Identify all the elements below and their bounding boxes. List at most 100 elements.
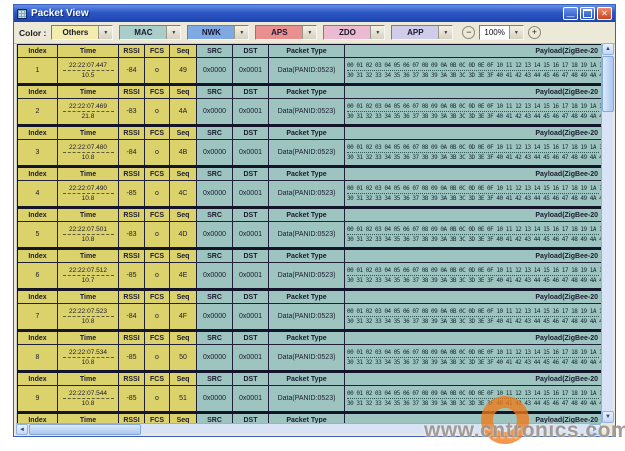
cell-seq[interactable]: 4A	[170, 99, 196, 124]
cell-index[interactable]: 2	[18, 99, 57, 124]
packet-block[interactable]: Index Time RSSI FCS Seq SRC DST Packet T…	[17, 331, 601, 372]
cell-src[interactable]: 0x0000	[197, 386, 232, 411]
cell-payload[interactable]: 00 01 02 03 04 05 06 07 08 09 0A 0B 0C 0…	[345, 58, 601, 83]
cell-time[interactable]: 22:22:07.490 10.8	[58, 181, 118, 206]
title-bar[interactable]: Packet View — ✕	[14, 5, 615, 22]
cell-dst[interactable]: 0x0001	[233, 140, 268, 165]
cell-index[interactable]: 5	[18, 222, 57, 247]
cell-time[interactable]: 22:22:07.523 10.8	[58, 304, 118, 329]
horizontal-scrollbar[interactable]: ◄ ►	[16, 423, 601, 435]
cell-rssi[interactable]: -84	[119, 304, 144, 329]
cell-rssi[interactable]: -83	[119, 99, 144, 124]
cell-packet-type[interactable]: Data(PANID:0523)	[269, 304, 344, 329]
cell-packet-type[interactable]: Data(PANID:0523)	[269, 140, 344, 165]
cell-time[interactable]: 22:22:07.512 10.7	[58, 263, 118, 288]
cell-payload[interactable]: 00 01 02 03 04 05 06 07 08 09 0A 0B 0C 0…	[345, 386, 601, 411]
cell-time[interactable]: 22:22:07.501 10.8	[58, 222, 118, 247]
filter-nwk[interactable]: NWK ▼	[187, 25, 250, 40]
cell-seq[interactable]: 4D	[170, 222, 196, 247]
cell-rssi[interactable]: -85	[119, 263, 144, 288]
cell-packet-type[interactable]: Data(PANID:0523)	[269, 99, 344, 124]
cell-src[interactable]: 0x0000	[197, 263, 232, 288]
packet-block[interactable]: Index Time RSSI FCS Seq SRC DST Packet T…	[17, 290, 601, 331]
cell-rssi[interactable]: -85	[119, 386, 144, 411]
minimize-button[interactable]: —	[563, 7, 578, 20]
filter-others[interactable]: Others ▼	[51, 25, 114, 40]
packet-block[interactable]: Index Time RSSI FCS Seq SRC DST Packet T…	[17, 85, 601, 126]
cell-payload[interactable]: 00 01 02 03 04 05 06 07 08 09 0A 0B 0C 0…	[345, 99, 601, 124]
cell-src[interactable]: 0x0000	[197, 99, 232, 124]
chevron-down-icon[interactable]: ▼	[98, 26, 113, 39]
cell-payload[interactable]: 00 01 02 03 04 05 06 07 08 09 0A 0B 0C 0…	[345, 345, 601, 370]
vertical-scrollbar[interactable]: ▲ ▼	[601, 43, 614, 423]
packet-block[interactable]: Index Time RSSI FCS Seq SRC DST Packet T…	[17, 44, 601, 85]
zoom-out-button[interactable]: −	[462, 26, 476, 39]
cell-seq[interactable]: 51	[170, 386, 196, 411]
cell-src[interactable]: 0x0000	[197, 58, 232, 83]
cell-fcs[interactable]: o	[145, 345, 169, 370]
filter-mac[interactable]: MAC ▼	[119, 25, 182, 40]
cell-packet-type[interactable]: Data(PANID:0523)	[269, 386, 344, 411]
cell-fcs[interactable]: o	[145, 263, 169, 288]
horizontal-scroll-thumb[interactable]	[29, 424, 141, 435]
cell-dst[interactable]: 0x0001	[233, 386, 268, 411]
cell-index[interactable]: 3	[18, 140, 57, 165]
cell-dst[interactable]: 0x0001	[233, 181, 268, 206]
cell-fcs[interactable]: o	[145, 58, 169, 83]
cell-rssi[interactable]: -84	[119, 58, 144, 83]
cell-dst[interactable]: 0x0001	[233, 345, 268, 370]
filter-zdo[interactable]: ZDO ▼	[323, 25, 386, 40]
packet-block[interactable]: Index Time RSSI FCS Seq SRC DST Packet T…	[17, 208, 601, 249]
cell-seq[interactable]: 50	[170, 345, 196, 370]
cell-packet-type[interactable]: Data(PANID:0523)	[269, 181, 344, 206]
cell-packet-type[interactable]: Data(PANID:0523)	[269, 345, 344, 370]
cell-src[interactable]: 0x0000	[197, 140, 232, 165]
cell-seq[interactable]: 4C	[170, 181, 196, 206]
packet-block[interactable]: Index Time RSSI FCS Seq SRC DST Packet T…	[17, 249, 601, 290]
cell-index[interactable]: 6	[18, 263, 57, 288]
chevron-down-icon[interactable]: ▼	[508, 26, 523, 39]
cell-dst[interactable]: 0x0001	[233, 222, 268, 247]
cell-dst[interactable]: 0x0001	[233, 99, 268, 124]
scroll-right-icon[interactable]: ►	[589, 424, 601, 435]
chevron-down-icon[interactable]: ▼	[166, 26, 181, 39]
cell-payload[interactable]: 00 01 02 03 04 05 06 07 08 09 0A 0B 0C 0…	[345, 181, 601, 206]
packet-block[interactable]: Index Time RSSI FCS Seq SRC DST Packet T…	[17, 167, 601, 208]
scroll-down-icon[interactable]: ▼	[602, 411, 614, 423]
cell-dst[interactable]: 0x0001	[233, 304, 268, 329]
cell-time[interactable]: 22:22:07.544 10.8	[58, 386, 118, 411]
cell-packet-type[interactable]: Data(PANID:0523)	[269, 58, 344, 83]
cell-time[interactable]: 22:22:07.447 10.5	[58, 58, 118, 83]
maximize-button[interactable]	[580, 7, 595, 20]
cell-rssi[interactable]: -84	[119, 140, 144, 165]
cell-rssi[interactable]: -85	[119, 345, 144, 370]
cell-dst[interactable]: 0x0001	[233, 263, 268, 288]
cell-packet-type[interactable]: Data(PANID:0523)	[269, 222, 344, 247]
cell-payload[interactable]: 00 01 02 03 04 05 06 07 08 09 0A 0B 0C 0…	[345, 263, 601, 288]
cell-fcs[interactable]: o	[145, 181, 169, 206]
cell-index[interactable]: 9	[18, 386, 57, 411]
cell-seq[interactable]: 49	[170, 58, 196, 83]
cell-rssi[interactable]: -83	[119, 222, 144, 247]
filter-aps[interactable]: APS ▼	[255, 25, 318, 40]
packet-block[interactable]: Index Time RSSI FCS Seq SRC DST Packet T…	[17, 413, 601, 423]
cell-src[interactable]: 0x0000	[197, 222, 232, 247]
cell-rssi[interactable]: -85	[119, 181, 144, 206]
cell-payload[interactable]: 00 01 02 03 04 05 06 07 08 09 0A 0B 0C 0…	[345, 222, 601, 247]
cell-src[interactable]: 0x0000	[197, 304, 232, 329]
close-button[interactable]: ✕	[597, 7, 612, 20]
cell-seq[interactable]: 4F	[170, 304, 196, 329]
cell-fcs[interactable]: o	[145, 99, 169, 124]
cell-seq[interactable]: 4E	[170, 263, 196, 288]
cell-time[interactable]: 22:22:07.469 21.8	[58, 99, 118, 124]
cell-src[interactable]: 0x0000	[197, 345, 232, 370]
cell-time[interactable]: 22:22:07.534 10.8	[58, 345, 118, 370]
chevron-down-icon[interactable]: ▼	[438, 26, 453, 39]
cell-fcs[interactable]: o	[145, 386, 169, 411]
chevron-down-icon[interactable]: ▼	[370, 26, 385, 39]
cell-index[interactable]: 8	[18, 345, 57, 370]
packet-block[interactable]: Index Time RSSI FCS Seq SRC DST Packet T…	[17, 372, 601, 413]
cell-payload[interactable]: 00 01 02 03 04 05 06 07 08 09 0A 0B 0C 0…	[345, 140, 601, 165]
cell-fcs[interactable]: o	[145, 304, 169, 329]
cell-src[interactable]: 0x0000	[197, 181, 232, 206]
